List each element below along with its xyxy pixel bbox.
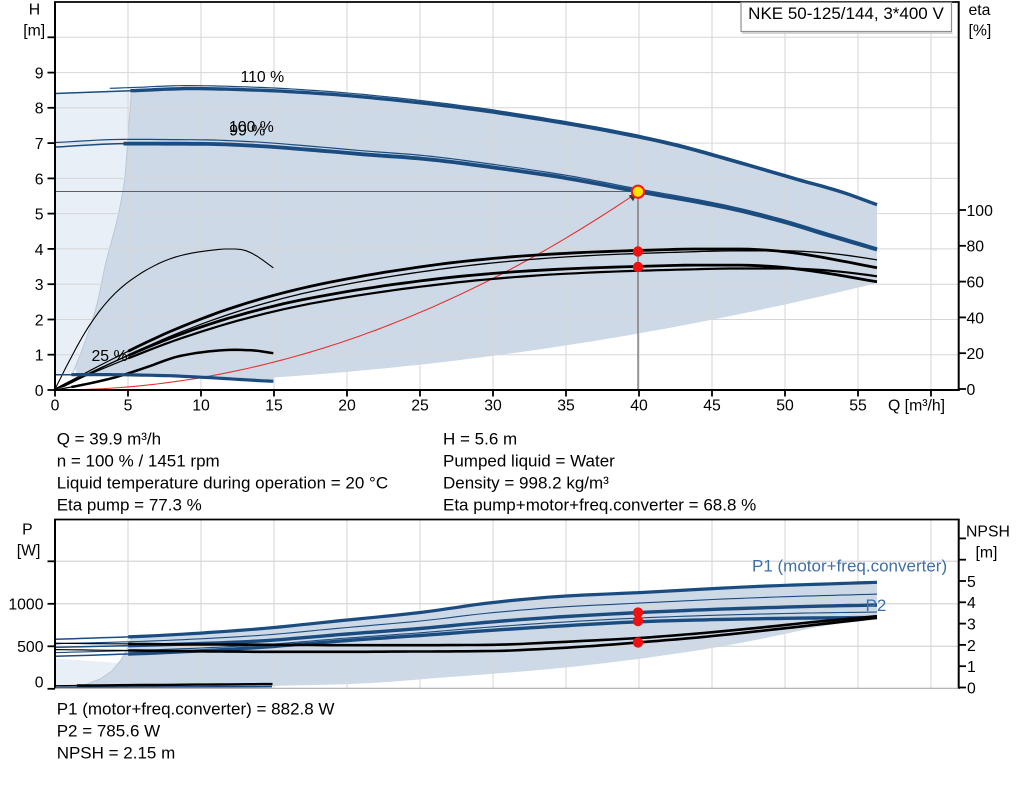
svg-text:8: 8 bbox=[35, 101, 44, 118]
svg-text:1: 1 bbox=[35, 348, 44, 365]
svg-text:0: 0 bbox=[35, 675, 44, 692]
svg-text:Density = 998.2 kg/m³: Density = 998.2 kg/m³ bbox=[443, 474, 609, 493]
svg-text:H: H bbox=[29, 2, 40, 19]
svg-text:P1 (motor+freq.converter) = 88: P1 (motor+freq.converter) = 882.8 W bbox=[57, 700, 335, 719]
svg-text:Eta pump = 77.3 %: Eta pump = 77.3 % bbox=[57, 496, 202, 515]
svg-text:[W]: [W] bbox=[17, 542, 41, 559]
svg-text:1000: 1000 bbox=[8, 597, 43, 614]
svg-text:5: 5 bbox=[967, 574, 976, 591]
svg-text:4: 4 bbox=[967, 595, 976, 612]
svg-text:3: 3 bbox=[967, 617, 976, 634]
svg-text:5: 5 bbox=[35, 207, 44, 224]
svg-text:P2: P2 bbox=[866, 596, 887, 615]
svg-text:4: 4 bbox=[35, 242, 44, 259]
svg-text:NKE 50-125/144, 3*400 V: NKE 50-125/144, 3*400 V bbox=[748, 4, 944, 23]
svg-text:60: 60 bbox=[967, 275, 985, 292]
svg-text:99 %: 99 % bbox=[229, 122, 265, 139]
svg-text:H = 5.6 m: H = 5.6 m bbox=[443, 430, 517, 449]
svg-text:7: 7 bbox=[35, 136, 44, 153]
svg-text:500: 500 bbox=[17, 639, 44, 656]
svg-text:35: 35 bbox=[557, 398, 575, 415]
svg-text:[m]: [m] bbox=[23, 23, 45, 40]
svg-text:40: 40 bbox=[967, 310, 985, 327]
svg-text:[m]: [m] bbox=[976, 545, 998, 562]
svg-text:P2 = 785.6 W: P2 = 785.6 W bbox=[57, 722, 160, 741]
svg-text:1: 1 bbox=[967, 659, 976, 676]
svg-text:NPSH: NPSH bbox=[966, 524, 1010, 541]
svg-text:100 %: 100 % bbox=[229, 119, 274, 136]
svg-text:[%]: [%] bbox=[969, 23, 992, 40]
svg-text:6: 6 bbox=[35, 171, 44, 188]
svg-text:n = 100 % / 1451 rpm: n = 100 % / 1451 rpm bbox=[57, 452, 220, 471]
svg-text:0: 0 bbox=[35, 383, 44, 400]
svg-text:5: 5 bbox=[124, 398, 133, 415]
svg-text:30: 30 bbox=[484, 398, 502, 415]
svg-text:110 %: 110 % bbox=[241, 69, 285, 86]
svg-text:3: 3 bbox=[35, 277, 44, 294]
svg-text:Eta pump+motor+freq.converter: Eta pump+motor+freq.converter = 68.8 % bbox=[443, 496, 756, 515]
svg-text:eta: eta bbox=[969, 2, 991, 19]
svg-text:P: P bbox=[22, 521, 33, 538]
svg-text:Q = 39.9 m³/h: Q = 39.9 m³/h bbox=[57, 430, 161, 449]
svg-text:15: 15 bbox=[265, 398, 283, 415]
svg-text:45: 45 bbox=[703, 398, 721, 415]
svg-text:9: 9 bbox=[35, 65, 44, 82]
svg-text:20: 20 bbox=[967, 346, 985, 363]
svg-text:Pumped liquid = Water: Pumped liquid = Water bbox=[443, 452, 615, 471]
svg-text:50: 50 bbox=[776, 398, 794, 415]
svg-text:Q [m³/h]: Q [m³/h] bbox=[888, 398, 945, 415]
svg-text:0: 0 bbox=[51, 398, 60, 415]
svg-text:NPSH = 2.15 m: NPSH = 2.15 m bbox=[57, 744, 176, 763]
svg-text:80: 80 bbox=[967, 239, 985, 256]
svg-text:25: 25 bbox=[411, 398, 429, 415]
svg-text:20: 20 bbox=[338, 398, 356, 415]
svg-text:2: 2 bbox=[967, 638, 976, 655]
svg-text:100: 100 bbox=[967, 203, 994, 220]
svg-text:10: 10 bbox=[192, 398, 210, 415]
svg-text:55: 55 bbox=[849, 398, 867, 415]
svg-text:0: 0 bbox=[967, 382, 976, 399]
svg-text:P1 (motor+freq.converter): P1 (motor+freq.converter) bbox=[752, 557, 947, 576]
svg-text:0: 0 bbox=[967, 680, 976, 697]
svg-text:25 %: 25 % bbox=[92, 348, 128, 365]
svg-text:2: 2 bbox=[35, 312, 44, 329]
svg-text:40: 40 bbox=[630, 398, 648, 415]
svg-text:Liquid temperature during oper: Liquid temperature during operation = 20… bbox=[57, 474, 388, 493]
